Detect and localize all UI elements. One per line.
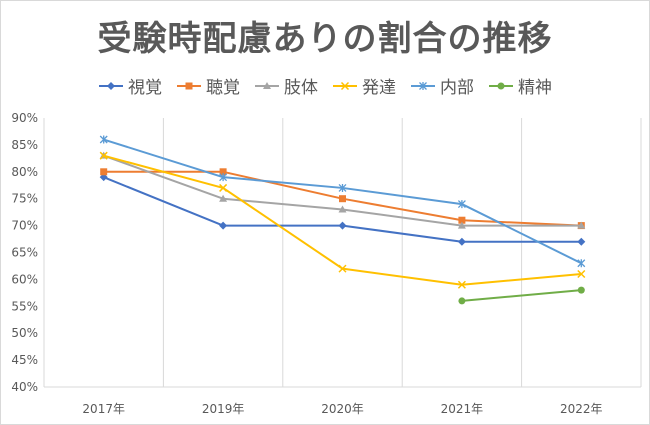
series-1 (100, 168, 585, 230)
legend-item: 聴覚 (176, 73, 240, 98)
legend-marker (497, 82, 505, 89)
legend-label: 精神 (518, 78, 552, 98)
x-tick-label: 2017年 (82, 402, 125, 416)
data-point (577, 259, 586, 268)
y-tick-label: 50% (11, 326, 38, 340)
legend-label: 視覚 (128, 78, 162, 98)
data-point (99, 151, 108, 160)
data-point (577, 237, 586, 246)
series-3 (99, 151, 586, 289)
y-tick-label: 75% (11, 192, 38, 206)
data-point (219, 183, 228, 192)
legend-item: 肢体 (254, 73, 318, 98)
data-point (457, 237, 466, 246)
legend-swatch (333, 81, 357, 90)
chart-title: 受験時配慮ありの割合の推移 (97, 19, 553, 59)
data-point (99, 135, 108, 144)
data-point (219, 168, 227, 176)
data-point (100, 168, 108, 176)
y-tick-label: 45% (11, 353, 38, 367)
y-tick-label: 40% (11, 380, 38, 394)
legend-marker (185, 82, 193, 89)
legend-label: 内部 (440, 78, 474, 98)
y-tick-label: 90% (11, 111, 38, 125)
y-tick-label: 60% (11, 272, 38, 286)
data-point (338, 183, 347, 192)
y-tick-label: 55% (11, 299, 38, 313)
data-point (219, 173, 228, 182)
y-tick-label: 85% (11, 138, 38, 152)
data-point (457, 200, 466, 209)
legend-swatch (489, 82, 513, 89)
series-line (103, 154, 582, 286)
data-point (577, 286, 585, 294)
x-tick-label: 2020年 (321, 402, 364, 416)
series-line (461, 289, 582, 302)
y-tick-label: 80% (11, 165, 38, 179)
legend-label: 発達 (362, 78, 396, 98)
data-point (219, 221, 228, 230)
legend-marker (340, 81, 350, 90)
legend-item: 視覚 (98, 73, 162, 98)
data-point (457, 221, 466, 229)
data-point (339, 195, 346, 203)
legend-swatch (255, 81, 279, 89)
data-point (457, 280, 466, 289)
data-point (219, 194, 228, 202)
data-point (577, 221, 586, 229)
x-tick-label: 2019年 (202, 402, 245, 416)
x-tick-label: 2022年 (560, 402, 603, 416)
x-tick-label: 2021年 (441, 402, 484, 416)
series-5 (458, 286, 585, 305)
legend-marker (419, 81, 427, 90)
data-point (458, 297, 466, 305)
data-point (338, 264, 347, 273)
legend-item: 内部 (410, 73, 474, 98)
legend-swatch (99, 81, 123, 90)
y-tick-label: 65% (11, 246, 38, 260)
data-point (338, 205, 347, 213)
series-0 (99, 173, 586, 246)
series-4 (99, 135, 586, 268)
legend-label: 肢体 (284, 78, 318, 98)
legend-marker (263, 81, 271, 89)
data-point (338, 221, 347, 230)
data-point (458, 216, 466, 224)
legend-marker (107, 81, 115, 90)
legend-swatch (411, 81, 435, 90)
legend-label: 聴覚 (206, 78, 240, 98)
y-tick-label: 70% (11, 219, 38, 233)
legend-item: 精神 (488, 73, 552, 98)
data-point (577, 269, 586, 279)
legend: 視覚 聴覚 肢体 発達 内部 精神 (1, 73, 649, 98)
legend-swatch (177, 82, 201, 89)
legend-item: 発達 (332, 73, 396, 98)
